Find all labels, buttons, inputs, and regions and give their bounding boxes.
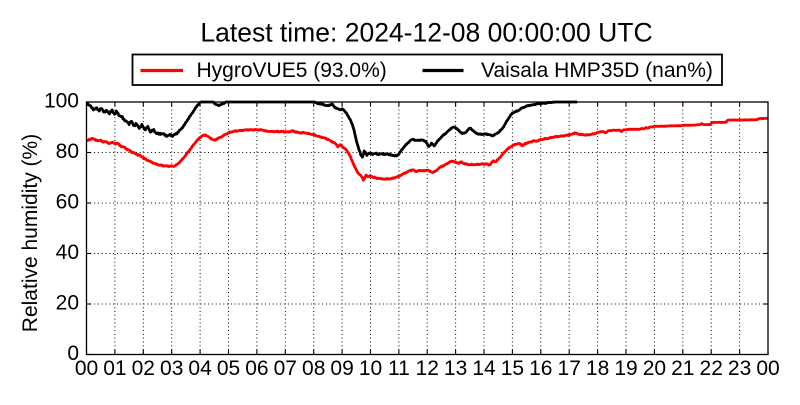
- svg-text:20: 20: [643, 357, 666, 380]
- svg-text:21: 21: [671, 357, 694, 380]
- svg-text:10: 10: [359, 357, 382, 380]
- svg-text:60: 60: [56, 191, 79, 214]
- svg-text:09: 09: [330, 357, 353, 380]
- svg-text:100: 100: [44, 90, 79, 113]
- svg-text:22: 22: [700, 357, 723, 380]
- svg-text:06: 06: [245, 357, 268, 380]
- svg-text:Latest time: 2024-12-08 00:00:: Latest time: 2024-12-08 00:00:00 UTC: [200, 18, 652, 48]
- svg-text:18: 18: [586, 357, 609, 380]
- svg-text:17: 17: [558, 357, 581, 380]
- svg-text:05: 05: [217, 357, 240, 380]
- svg-text:0: 0: [67, 342, 79, 365]
- svg-text:14: 14: [472, 357, 496, 380]
- svg-text:07: 07: [274, 357, 297, 380]
- svg-text:19: 19: [614, 357, 637, 380]
- svg-text:00: 00: [75, 357, 98, 380]
- svg-text:04: 04: [188, 357, 212, 380]
- svg-text:Relative humidity (%): Relative humidity (%): [19, 134, 42, 332]
- svg-text:20: 20: [56, 292, 79, 315]
- svg-text:Vaisala HMP35D (nan%): Vaisala HMP35D (nan%): [481, 59, 713, 82]
- svg-text:08: 08: [302, 357, 325, 380]
- svg-text:03: 03: [160, 357, 183, 380]
- svg-text:40: 40: [56, 241, 79, 264]
- svg-text:15: 15: [501, 357, 524, 380]
- svg-text:16: 16: [529, 357, 552, 380]
- svg-text:12: 12: [416, 357, 439, 380]
- svg-text:23: 23: [728, 357, 751, 380]
- svg-text:00: 00: [756, 357, 779, 380]
- svg-text:11: 11: [388, 357, 410, 380]
- svg-text:80: 80: [56, 140, 79, 163]
- svg-text:13: 13: [444, 357, 467, 380]
- svg-text:01: 01: [103, 357, 126, 380]
- svg-text:HygroVUE5 (93.0%): HygroVUE5 (93.0%): [197, 59, 387, 82]
- svg-text:02: 02: [132, 357, 155, 380]
